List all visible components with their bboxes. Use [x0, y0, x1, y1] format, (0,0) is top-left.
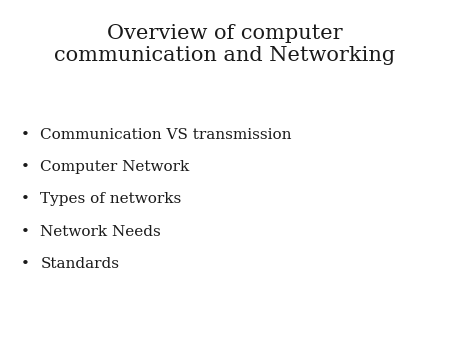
Text: •: • — [20, 224, 29, 239]
Text: •: • — [20, 160, 29, 174]
Text: Standards: Standards — [40, 257, 120, 271]
Text: •: • — [20, 128, 29, 142]
Text: •: • — [20, 192, 29, 207]
Text: •: • — [20, 257, 29, 271]
Text: Network Needs: Network Needs — [40, 224, 161, 239]
Text: Types of networks: Types of networks — [40, 192, 182, 207]
Text: Computer Network: Computer Network — [40, 160, 190, 174]
Text: Communication VS transmission: Communication VS transmission — [40, 128, 292, 142]
Text: Overview of computer
communication and Networking: Overview of computer communication and N… — [54, 24, 396, 66]
